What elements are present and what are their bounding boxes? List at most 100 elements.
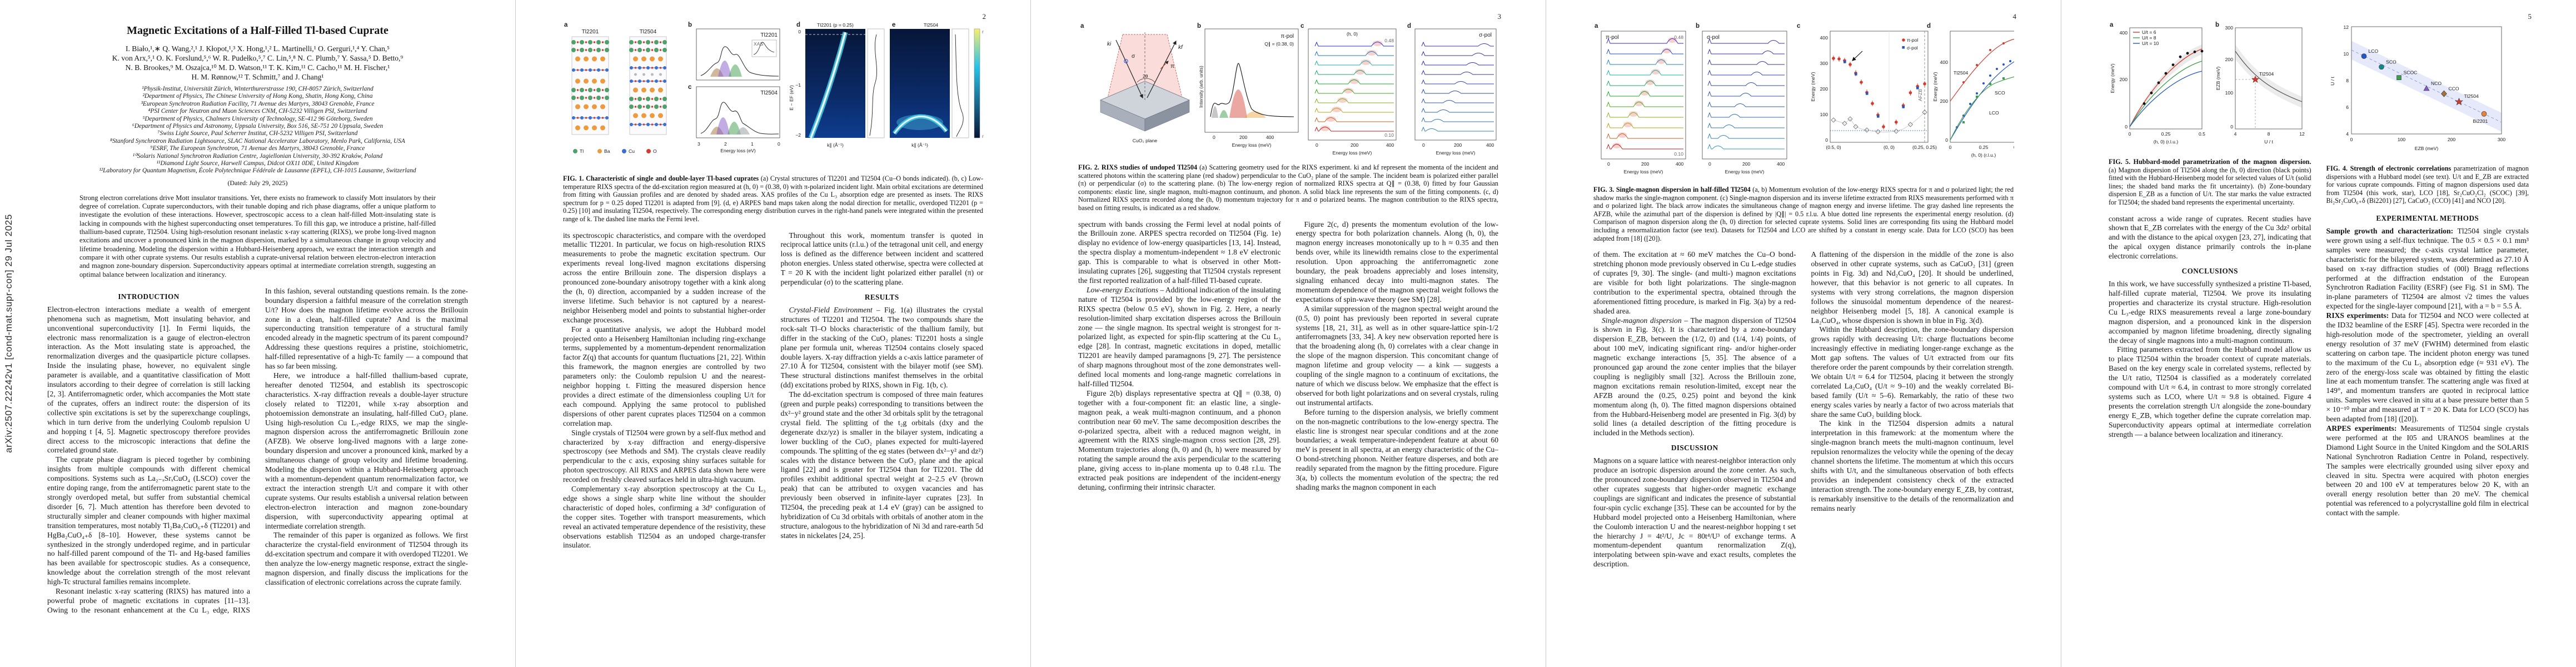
paragraph: Here, we introduce a half-filled thalliu… xyxy=(265,371,468,530)
figure-3-caption-title: Single-magnon dispersion in half-filled … xyxy=(1616,186,1751,193)
svg-text:4: 4 xyxy=(2234,131,2237,137)
figure-5-caption-text: (a) Magnon dispersion of Tl2504 along th… xyxy=(2109,166,2311,206)
affiliation: ⁸Stanford Synchrotron Radiation Lightsou… xyxy=(110,137,405,145)
section-discussion: DISCUSSION xyxy=(1671,444,1718,452)
legend-tl: Tl xyxy=(580,148,584,154)
paragraph: The cuprate phase diagram is pieced toge… xyxy=(47,455,250,586)
tick-05-0: (0.5, 0) xyxy=(1826,145,1841,150)
dd-label-tl2504: Tl2504 xyxy=(760,90,778,96)
author-line: N. B. Brookes,⁹ M. Oszajca,¹⁰ M. D. Wats… xyxy=(125,63,390,72)
afzb-label: AFZB xyxy=(1917,89,1923,101)
fig4-point-label: Bi2201 xyxy=(2473,118,2488,124)
svg-text:0.5: 0.5 xyxy=(2199,131,2205,137)
svg-text:400: 400 xyxy=(2120,30,2128,36)
paragraph: constant across a wide range of cuprates… xyxy=(2109,214,2311,261)
fig4-point-SCOC xyxy=(2396,75,2401,80)
figure-5: a U/t = 6 U/t = 8 U/t = 10 0 200 400 xyxy=(2109,20,2311,207)
methods-label: Sample growth and characterization: xyxy=(2326,226,2454,235)
page3-right-column: Figure 2(c, d) presents the momentum evo… xyxy=(1296,220,1499,609)
methods-text: Tl2504 single crystals were grown using … xyxy=(2326,226,2529,311)
section-introduction: INTRODUCTION xyxy=(118,292,180,301)
figure-3-graphic: a xyxy=(1595,23,2014,175)
page2-left-column: its spectroscopic characteristics, and c… xyxy=(563,231,766,615)
section-experimental-methods: EXPERIMENTAL METHODS xyxy=(2376,213,2479,222)
subsection-text: Additional indication of the insulating … xyxy=(1078,285,1281,388)
affiliation: ⁹ESRF, The European Synchrotron, 71 Aven… xyxy=(150,145,365,152)
fig3-panel-c-dispersion: c 0 100 200 300 400 xyxy=(1797,23,1937,150)
fig4-point-label: SCO xyxy=(2386,59,2396,64)
arpes-label-tl2201: Tl2201 (p = 0.25) xyxy=(817,22,854,28)
legend-cu: Cu xyxy=(629,148,635,154)
svg-text:400: 400 xyxy=(1266,135,1274,140)
fig2-panel-c-waterfall-pi: c xyxy=(1301,23,1397,156)
paragraph: The dd-excitation spectrum is composed o… xyxy=(780,390,984,540)
fig4-point-label: LCO xyxy=(2368,48,2378,54)
legend-ut10: U/t = 10 xyxy=(2142,41,2159,46)
page3-left-column: spectrum with bands crossing the Fermi l… xyxy=(1078,220,1281,609)
tick-025-025: (0.25, 0.25) xyxy=(1912,145,1937,150)
svg-text:8: 8 xyxy=(2268,131,2270,137)
waterfall-x-axis-label: Energy loss (meV) xyxy=(1624,169,1663,175)
y-tick: 6 xyxy=(2346,104,2349,110)
figure-1-caption-text: (a) Crystal structures of Tl2201 and Tl2… xyxy=(563,175,984,223)
legend-sigma: σ-pol xyxy=(1907,45,1918,51)
svg-text:300: 300 xyxy=(2225,25,2234,31)
paragraph: Magnons on a square lattice with nearest… xyxy=(1593,456,1796,569)
panel-letter: a xyxy=(1080,23,1084,29)
paragraph: its spectroscopic characteristics, and c… xyxy=(563,231,766,324)
y-tick: 12 xyxy=(2343,24,2349,30)
figure-2-caption-text: (a) Scattering geometry used for the RIX… xyxy=(1078,163,1499,212)
dd-label-tl2201: Tl2201 xyxy=(760,32,778,38)
subsection-text: The magnon dispersion of Tl2504 is shown… xyxy=(1593,316,1796,437)
fig4-point-label: NCO xyxy=(2431,81,2442,86)
svg-text:0: 0 xyxy=(798,29,801,34)
paragraph: Resonant inelastic x-ray scattering (RIX… xyxy=(47,587,250,616)
panel-letter: a xyxy=(1595,23,1598,29)
figure-3-caption: FIG. 3. Single-magnon dispersion in half… xyxy=(1593,186,2014,242)
page-5: 5 a U/ xyxy=(2061,0,2576,667)
svg-text:400: 400 xyxy=(1486,142,1494,148)
fig3-panel-a-waterfall-pi: a xyxy=(1595,23,1686,175)
structure-label-tl2504: Tl2504 xyxy=(640,29,657,35)
page-number: 4 xyxy=(2012,12,2017,21)
svg-text:200: 200 xyxy=(1940,98,1949,104)
subsection-lead: Single-magnon dispersion – xyxy=(1602,316,1688,325)
figure-2-tag: FIG. 2. xyxy=(1078,163,1099,171)
page4-right-column: A flattening of the dispersion in the mi… xyxy=(1811,250,2014,606)
figure-4-caption-title: Strength of electronic correlations xyxy=(2350,165,2452,172)
paragraph: Within the Hubbard description, the zone… xyxy=(1811,325,2014,419)
figure-1-graphic: a Tl2201 Tl2504 Tl Ba xyxy=(564,22,984,154)
svg-text:0: 0 xyxy=(1708,161,1711,167)
x-tick: 0 xyxy=(2350,137,2353,142)
paragraph: Single crystals of Tl2504 were grown by … xyxy=(563,428,766,484)
page5-left-column: a U/t = 6 U/t = 8 U/t = 10 0 200 400 xyxy=(2109,20,2311,639)
paragraph: Throughout this work, momentum transfer … xyxy=(780,231,984,287)
y-tick: 4 xyxy=(2346,131,2349,137)
svg-text:12: 12 xyxy=(2299,131,2305,137)
svg-text:100: 100 xyxy=(2225,90,2234,96)
paragraph: Figure 2(c, d) presents the momentum evo… xyxy=(1296,220,1499,303)
cuo2-plane-label: CuO₂ plane xyxy=(1133,138,1158,143)
arpes-label-tl2504: Tl2504 xyxy=(924,22,938,28)
legend-ut8: U/t = 8 xyxy=(2142,35,2156,41)
comp-y-axis-label: Energy (meV) xyxy=(1932,72,1938,101)
fig4-point-label: CCO xyxy=(2448,86,2459,92)
figure-3-caption-text: (a, b) Momentum evolution of the low-ene… xyxy=(1593,186,2014,242)
paragraph: Before turning to the dispersion analysi… xyxy=(1296,407,1499,491)
page-3: 3 a xyxy=(1030,0,1546,667)
panel-letter: d xyxy=(1927,23,1931,29)
fig2-panel-b-fit: b π-pol Q∥ = (0.38, 0) 0 200 400 Energy lo… xyxy=(1197,23,1299,148)
fig5-panel-a-fits: a U/t = 6 U/t = 8 U/t = 10 0 200 400 xyxy=(2110,22,2205,145)
fig1-panel-a-crystal-structures: a Tl2201 Tl2504 Tl Ba xyxy=(564,22,667,154)
affiliation: ¹²Laboratory for Quantum Magnetism, Écol… xyxy=(99,167,416,175)
sigma-pol-tag: σ-pol xyxy=(1707,34,1720,41)
comp-label-lco: LCO xyxy=(1989,110,1999,116)
figure-1-caption: FIG. 1. Characteristic of single and dou… xyxy=(563,175,983,223)
fig5-panel-b-ezb-vs-ut: b Tl2504 0 100 200 300 4 8 12 U / t xyxy=(2215,22,2305,145)
h-max-label: 0.48 xyxy=(1674,34,1683,40)
affiliation: ¹⁰Solaris National Synchrotron Radiation… xyxy=(132,152,383,160)
svg-text:0.25: 0.25 xyxy=(2161,131,2171,137)
ki-label: ki xyxy=(1107,41,1112,47)
legend-o: O xyxy=(653,148,657,154)
